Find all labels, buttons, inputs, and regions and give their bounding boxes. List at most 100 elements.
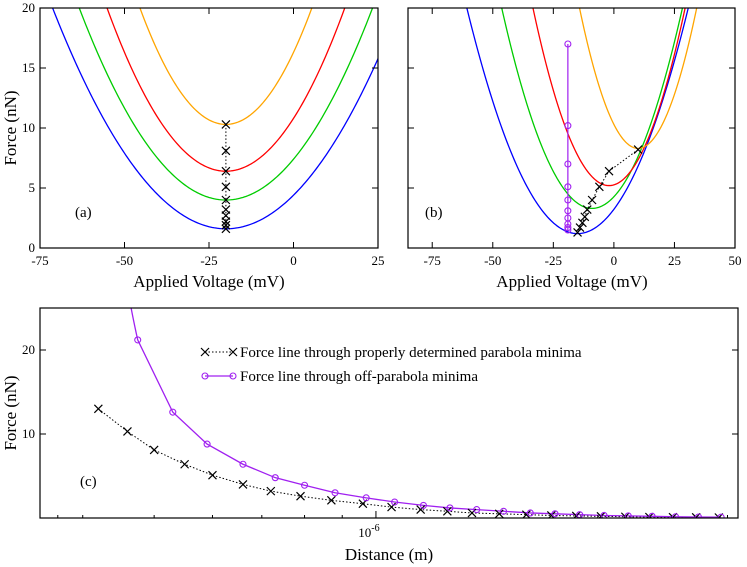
a-xtick-label: 25 <box>372 253 385 268</box>
legend-proper-marker <box>228 347 238 357</box>
c-legend: Force line through properly determined p… <box>200 345 582 385</box>
b-xtick-label: 25 <box>668 253 681 268</box>
c-off-force-marker <box>300 481 309 489</box>
c-markers <box>93 336 725 518</box>
a-minima-marker <box>221 224 231 234</box>
c-off-force-marker <box>500 507 508 515</box>
a-minima-marker <box>221 119 231 129</box>
b-proper-minima-marker <box>582 205 592 215</box>
a-panel-label: (a) <box>75 205 92 221</box>
panel-a: -75 -50 -25 0 25 0 5 10 15 20 (a) Applied Voltage… <box>1 0 385 291</box>
b-curves <box>466 8 698 235</box>
c-proper-force-marker <box>208 470 217 480</box>
legend-off-marker <box>201 372 209 380</box>
c-proper-force-marker <box>238 479 248 489</box>
b-off-minima-marker <box>564 40 572 48</box>
c-proper-force-marker <box>571 511 581 518</box>
b-proper-minima-marker <box>604 166 614 176</box>
c-xlabel: Distance (m) <box>345 545 433 564</box>
c-off-force-marker <box>271 474 279 482</box>
c-off-force-marker <box>419 501 427 509</box>
b-markers <box>564 40 643 237</box>
c-proper-force-marker <box>442 506 452 516</box>
a-xtick-label: -50 <box>116 253 133 268</box>
a-parabola-orange <box>139 8 313 126</box>
c-ytick-label: 20 <box>22 342 35 357</box>
c-off-force-marker <box>446 504 454 512</box>
c-proper-force-marker <box>546 511 556 518</box>
c-proper-force-marker <box>149 445 159 455</box>
c-proper-force-marker <box>180 459 190 469</box>
a-xtick-label: 0 <box>290 253 297 268</box>
b-xtick-label: -75 <box>424 253 441 268</box>
c-proper-force-marker <box>123 427 132 436</box>
b-off-minima-marker <box>564 207 572 215</box>
a-ytick-label: 0 <box>29 240 36 255</box>
b-ticks: -75 -50 -25 0 25 50 <box>408 7 742 268</box>
a-xtick-label: -25 <box>200 253 217 268</box>
legend-proper-marker <box>200 347 210 357</box>
b-xtick-label: -25 <box>545 253 562 268</box>
a-markers <box>221 119 231 234</box>
a-ytick-label: 10 <box>22 120 35 135</box>
b-off-minima-marker <box>564 224 572 232</box>
a-parabola-green <box>78 8 374 201</box>
b-panel-label: (b) <box>425 205 443 221</box>
c-off-force-marker <box>671 513 680 518</box>
legend-off-text: Force line through off-parabola minima <box>240 369 478 385</box>
a-minima-marker <box>221 146 231 156</box>
b-xtick-label: -50 <box>484 253 501 268</box>
b-parabola-orange <box>578 8 698 150</box>
b-parabola-green <box>501 8 684 210</box>
c-off-force-marker <box>624 512 632 518</box>
c-off-force-marker <box>169 408 177 416</box>
c-ytick-label: 10 <box>22 426 35 441</box>
b-parabola-blue <box>466 8 689 235</box>
c-off-force-marker <box>526 509 534 517</box>
a-minima-marker <box>221 195 231 205</box>
b-proper-minima-marker <box>580 212 590 222</box>
panel-c: 10 20 10-6 (c) Distance (m) Force (nN) For… <box>1 307 739 564</box>
c-off-force-marker <box>391 498 399 506</box>
c-proper-force-marker <box>266 486 276 496</box>
c-panel-label: (c) <box>80 474 97 490</box>
c-xtick-exponent: -6 <box>371 523 379 534</box>
a-minima-marker <box>221 220 231 230</box>
c-proper-force-marker <box>691 512 701 518</box>
a-ytick-label: 15 <box>22 60 35 75</box>
c-ylabel: Force (nN) <box>1 375 20 450</box>
b-off-minima-marker <box>564 183 572 191</box>
c-off-force-marker <box>473 506 481 514</box>
c-proper-force-marker <box>387 502 396 512</box>
b-proper-minima-marker <box>575 223 585 233</box>
b-parabola-red <box>532 8 686 187</box>
a-xlabel: Applied Voltage (mV) <box>133 272 284 291</box>
legend-off-marker <box>229 372 237 380</box>
a-ytick-label: 5 <box>29 180 36 195</box>
a-ytick-label: 20 <box>22 0 35 15</box>
c-frame <box>39 307 739 519</box>
b-proper-minima-marker <box>594 182 604 192</box>
b-off-minima-marker <box>564 122 572 130</box>
b-off-minima-marker <box>564 160 572 168</box>
c-off-force-marker <box>362 494 370 502</box>
b-xtick-label: 0 <box>611 253 618 268</box>
c-off-force-marker <box>648 512 656 518</box>
b-off-minima-marker <box>564 196 572 204</box>
c-off-force-marker <box>331 489 339 497</box>
c-xtick-label: 10-6 <box>358 523 379 540</box>
b-proper-minima-marker <box>577 218 587 228</box>
a-minima-marker <box>221 182 231 192</box>
c-off-force-marker <box>694 513 703 518</box>
b-proper-minima-marker <box>587 195 597 205</box>
b-xlabel: Applied Voltage (mV) <box>496 272 647 291</box>
a-parabola-blue <box>51 8 378 230</box>
c-off-force-marker <box>134 336 142 344</box>
c-off-force-marker <box>600 511 608 518</box>
c-proper-force-marker <box>521 510 531 518</box>
a-curves <box>51 8 378 230</box>
b-proper-minima-marker <box>573 227 582 237</box>
c-off-force-marker <box>203 440 211 448</box>
legend-proper-text: Force line through properly determined p… <box>240 345 582 361</box>
